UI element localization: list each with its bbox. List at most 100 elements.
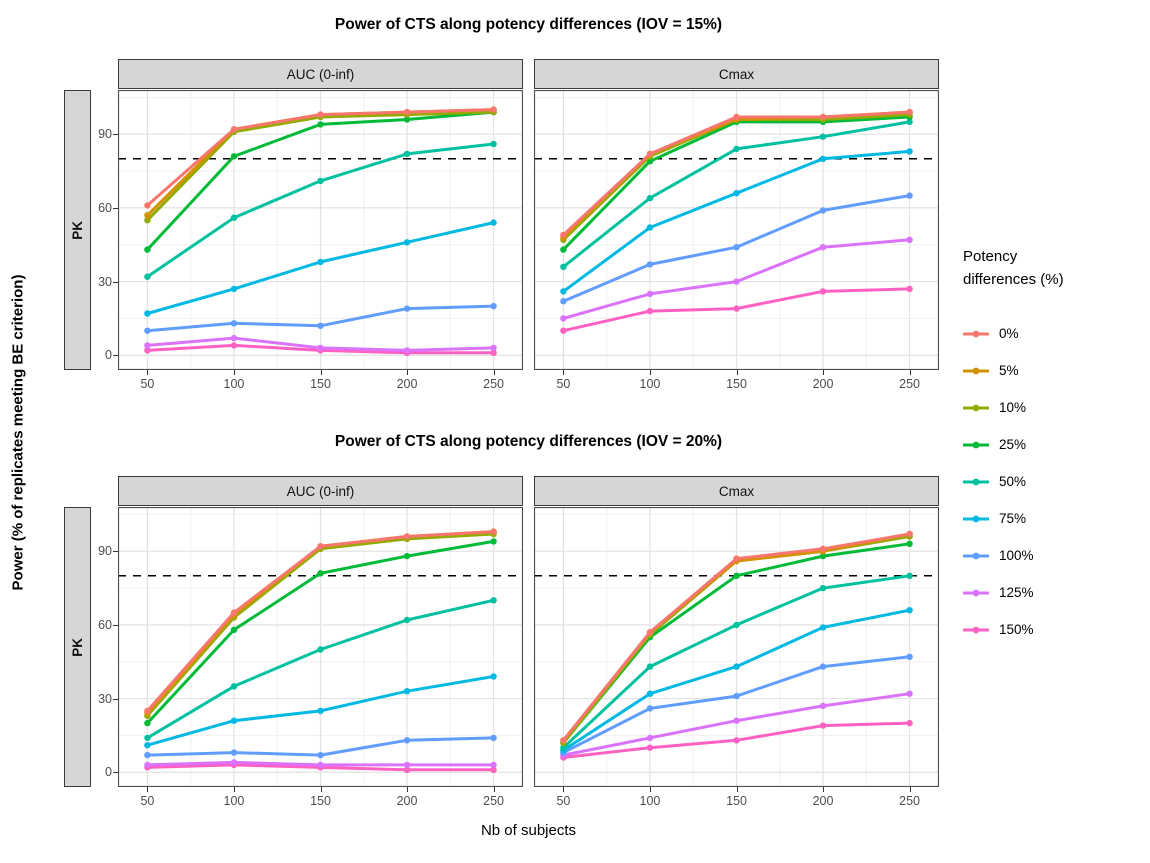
x-tick-label: 150 <box>726 377 747 391</box>
y-tick-label: 0 <box>105 765 112 780</box>
x-tick-mark <box>649 787 651 792</box>
panel-cmax-iov-20 <box>534 507 939 787</box>
x-tick-mark <box>407 787 409 792</box>
x-tick-label: 50 <box>556 377 571 391</box>
y-tick-mark <box>113 772 118 774</box>
facet-strip-pk: PK <box>64 90 91 370</box>
legend-key-icon <box>963 441 989 448</box>
legend-key-icon <box>963 478 989 485</box>
y-tick-mark <box>113 207 118 209</box>
x-tick-mark <box>823 787 825 792</box>
facet-strip-pk-label: PK <box>70 220 85 240</box>
x-tick-label: 50 <box>556 794 571 808</box>
x-tick-mark <box>320 787 322 792</box>
panel-auc-iov-20 <box>118 507 523 787</box>
y-tick-label: 90 <box>98 544 112 559</box>
facet-strip-cmax: Cmax <box>534 476 939 506</box>
legend-title: Potency differences (%) <box>963 246 1149 291</box>
x-tick-label: 200 <box>396 794 418 808</box>
x-tick-mark <box>649 370 651 375</box>
legend-item: 150% <box>963 611 1149 648</box>
panel-cmax-iov-15 <box>534 90 939 370</box>
facet-strip-auc-label: AUC (0-inf) <box>286 483 355 499</box>
legend-item: 125% <box>963 574 1149 611</box>
x-tick-mark <box>563 787 565 792</box>
legend-key-icon <box>963 626 989 633</box>
x-tick-label: 50 <box>140 377 155 391</box>
legend-item-label: 5% <box>999 363 1019 378</box>
x-tick-mark <box>233 787 235 792</box>
legend-item-label: 150% <box>999 622 1034 637</box>
legend-key-icon <box>963 515 989 522</box>
y-tick-mark <box>113 624 118 626</box>
x-tick-label: 250 <box>483 377 504 391</box>
y-tick-mark <box>113 355 118 357</box>
x-tick-mark <box>736 370 738 375</box>
y-tick-label: 60 <box>98 200 112 215</box>
legend-item: 0% <box>963 315 1149 352</box>
x-tick-mark <box>493 787 495 792</box>
panel-auc-iov-15 <box>118 90 523 370</box>
x-tick-label: 150 <box>726 794 747 808</box>
x-tick-mark <box>147 787 149 792</box>
facet-strip-pk: PK <box>64 507 91 787</box>
x-tick-mark <box>823 370 825 375</box>
x-tick-label: 250 <box>483 794 504 808</box>
x-axis-title: Nb of subjects <box>480 822 577 839</box>
legend-item-label: 100% <box>999 548 1034 563</box>
legend-item-label: 0% <box>999 326 1019 341</box>
x-tick-mark <box>407 370 409 375</box>
x-tick-mark <box>909 787 911 792</box>
legend-items: 0% 5% 10% 25% 50% 75% 100% 125% 150% <box>963 315 1149 648</box>
chart-block-iov-20: Power of CTS along potency differences (… <box>0 431 1150 849</box>
legend-key-icon <box>963 552 989 559</box>
x-tick-mark <box>233 370 235 375</box>
legend-item: 100% <box>963 537 1149 574</box>
legend-item-label: 25% <box>999 437 1027 452</box>
legend-key-icon <box>963 404 989 411</box>
legend-item: 50% <box>963 463 1149 500</box>
y-tick-mark <box>113 551 118 553</box>
y-tick-mark <box>113 134 118 136</box>
facet-strip-auc-label: AUC (0-inf) <box>286 66 355 82</box>
legend-item: 75% <box>963 500 1149 537</box>
y-tick-mark <box>113 698 118 700</box>
legend-key-icon <box>963 589 989 596</box>
legend-key-icon <box>963 367 989 374</box>
x-tick-label: 100 <box>223 377 245 391</box>
x-tick-label: 200 <box>812 794 834 808</box>
facet-strip-cmax-label: Cmax <box>718 66 755 82</box>
legend-item: 25% <box>963 426 1149 463</box>
x-tick-label: 50 <box>140 794 155 808</box>
legend-item-label: 125% <box>999 585 1034 600</box>
x-tick-label: 150 <box>310 377 331 391</box>
facet-strip-auc: AUC (0-inf) <box>118 476 523 506</box>
y-tick-label: 30 <box>98 274 112 289</box>
x-tick-mark <box>563 370 565 375</box>
facet-strip-auc: AUC (0-inf) <box>118 59 523 89</box>
legend-title-line-2: differences (%) <box>963 270 1064 288</box>
x-tick-label: 100 <box>639 377 661 391</box>
facet-strip-cmax: Cmax <box>534 59 939 89</box>
x-tick-mark <box>736 787 738 792</box>
chart-title-iov-15: Power of CTS along potency differences (… <box>334 16 723 33</box>
y-tick-label: 60 <box>98 617 112 632</box>
x-tick-label: 200 <box>396 377 418 391</box>
facet-strip-pk-label: PK <box>70 637 85 657</box>
x-tick-mark <box>320 370 322 375</box>
x-tick-mark <box>909 370 911 375</box>
chart-block-iov-15: Power of CTS along potency differences (… <box>0 14 1150 432</box>
legend-key-icon <box>963 330 989 337</box>
x-tick-label: 100 <box>639 794 661 808</box>
legend-item-label: 50% <box>999 474 1027 489</box>
legend-item: 5% <box>963 352 1149 389</box>
y-tick-label: 90 <box>98 127 112 142</box>
chart-title-iov-20: Power of CTS along potency differences (… <box>334 433 723 450</box>
x-tick-label: 100 <box>223 794 245 808</box>
y-tick-label: 0 <box>105 348 112 363</box>
legend-title-line-1: Potency <box>963 248 1018 265</box>
legend: Potency differences (%) 0% 5% 10% 25% 50% 75%… <box>963 246 1149 648</box>
legend-item-label: 10% <box>999 400 1027 415</box>
y-tick-label: 30 <box>98 691 112 706</box>
